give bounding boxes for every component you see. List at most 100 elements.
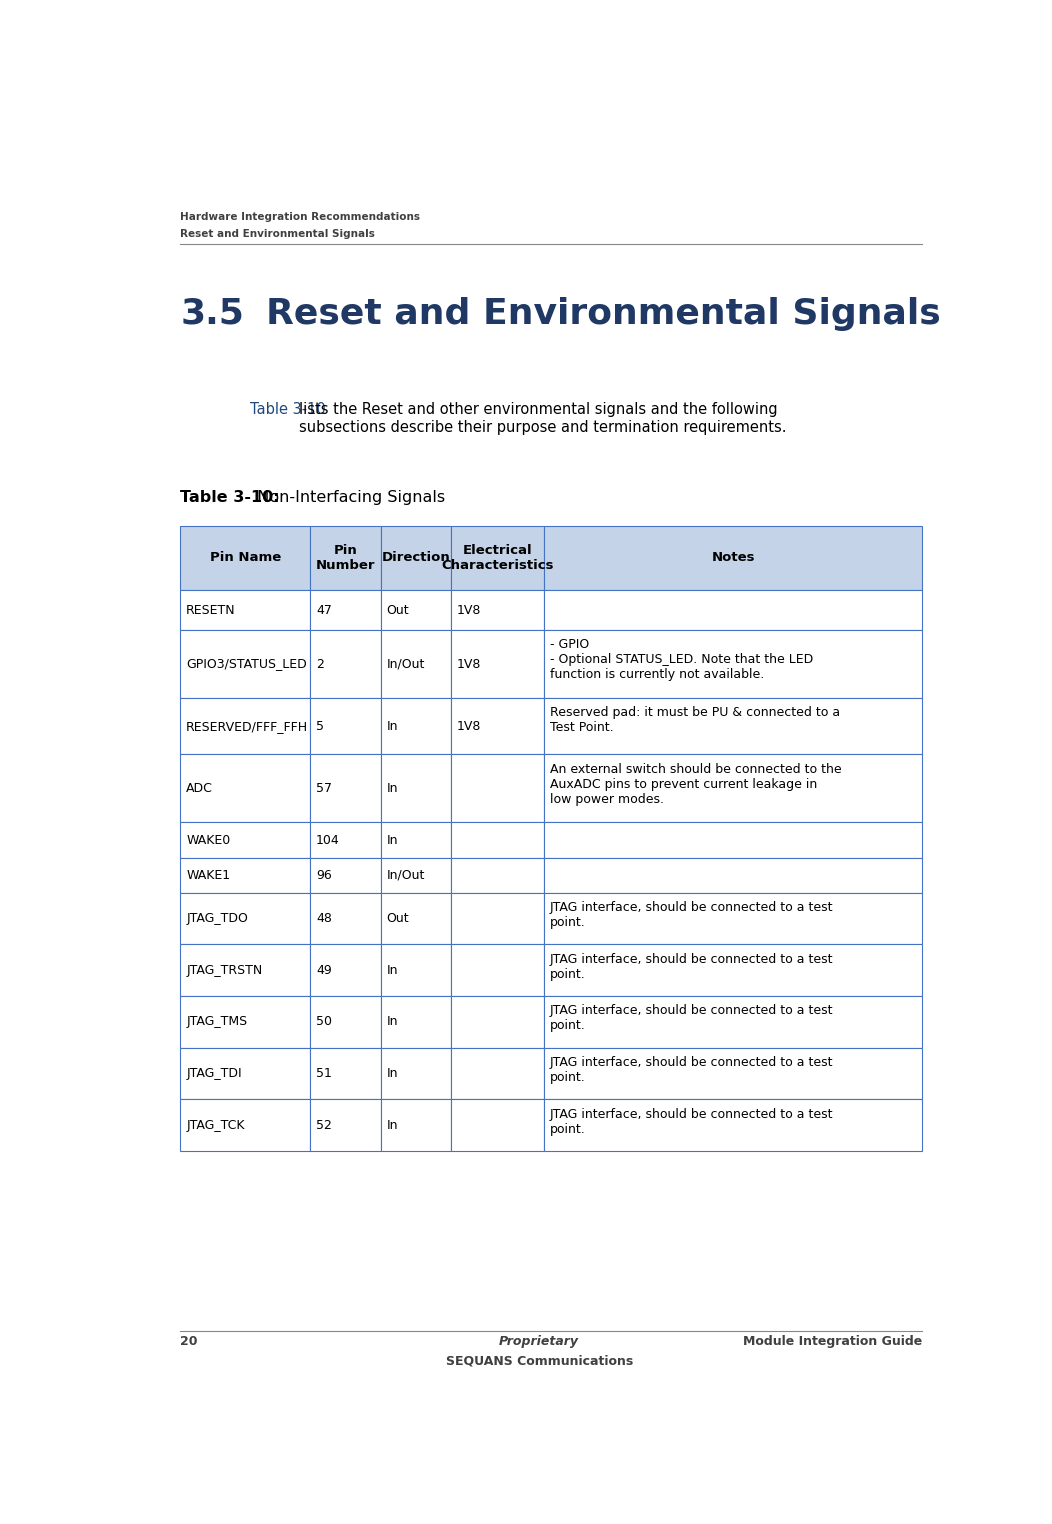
Bar: [451, 629, 544, 698]
Bar: [544, 590, 923, 629]
Text: 104: 104: [316, 834, 340, 846]
Bar: [544, 945, 923, 997]
Bar: [310, 893, 381, 945]
Text: Notes: Notes: [711, 552, 755, 564]
Bar: [381, 754, 451, 823]
Bar: [544, 1099, 923, 1151]
Bar: [310, 754, 381, 823]
Text: In: In: [386, 782, 398, 796]
Text: ADC: ADC: [186, 782, 213, 796]
Bar: [310, 823, 381, 858]
Text: In: In: [386, 1015, 398, 1029]
Text: 50: 50: [316, 1015, 332, 1029]
Text: 1V8: 1V8: [457, 719, 482, 733]
Bar: [451, 945, 544, 997]
Bar: [451, 823, 544, 858]
Bar: [310, 590, 381, 629]
Bar: [310, 526, 381, 590]
Bar: [310, 1099, 381, 1151]
Text: 20: 20: [181, 1335, 198, 1349]
Bar: [181, 945, 310, 997]
Bar: [451, 698, 544, 754]
Bar: [310, 997, 381, 1047]
Bar: [310, 858, 381, 893]
Bar: [381, 590, 451, 629]
Text: WAKE0: WAKE0: [186, 834, 230, 846]
Text: 2: 2: [316, 657, 324, 671]
Text: In/Out: In/Out: [386, 869, 425, 882]
Text: 49: 49: [316, 963, 331, 977]
Text: Proprietary: Proprietary: [499, 1335, 580, 1349]
Bar: [451, 590, 544, 629]
Bar: [544, 893, 923, 945]
Text: Reset and Environmental Signals: Reset and Environmental Signals: [266, 297, 940, 331]
Bar: [451, 1099, 544, 1151]
Text: In: In: [386, 834, 398, 846]
Text: In: In: [386, 1067, 398, 1081]
Text: In: In: [386, 1119, 398, 1132]
Bar: [181, 1047, 310, 1099]
Text: lists the Reset and other environmental signals and the following
subsections de: lists the Reset and other environmental …: [299, 402, 786, 434]
Bar: [181, 698, 310, 754]
Bar: [181, 526, 310, 590]
Text: RESETN: RESETN: [186, 604, 236, 617]
Bar: [381, 945, 451, 997]
Bar: [451, 754, 544, 823]
Text: JTAG_TDI: JTAG_TDI: [186, 1067, 242, 1081]
Bar: [451, 893, 544, 945]
Bar: [381, 629, 451, 698]
Bar: [544, 858, 923, 893]
Text: JTAG_TMS: JTAG_TMS: [186, 1015, 247, 1029]
Bar: [310, 945, 381, 997]
Bar: [544, 629, 923, 698]
Text: Reset and Environmental Signals: Reset and Environmental Signals: [181, 229, 376, 239]
Text: Pin Name: Pin Name: [209, 552, 281, 564]
Bar: [544, 823, 923, 858]
Text: Table 3-10:: Table 3-10:: [181, 491, 280, 506]
Bar: [381, 997, 451, 1047]
Text: 3.5: 3.5: [181, 297, 244, 331]
Bar: [181, 1099, 310, 1151]
Text: JTAG interface, should be connected to a test
point.: JTAG interface, should be connected to a…: [549, 901, 833, 930]
Bar: [451, 526, 544, 590]
Text: Out: Out: [386, 913, 409, 925]
Text: Non-Interfacing Signals: Non-Interfacing Signals: [247, 491, 445, 506]
Bar: [181, 590, 310, 629]
Bar: [451, 858, 544, 893]
Text: 96: 96: [316, 869, 331, 882]
Text: Module Integration Guide: Module Integration Guide: [743, 1335, 923, 1349]
Bar: [381, 1099, 451, 1151]
Bar: [381, 698, 451, 754]
Text: 52: 52: [316, 1119, 331, 1132]
Text: JTAG interface, should be connected to a test
point.: JTAG interface, should be connected to a…: [549, 952, 833, 980]
Text: WAKE1: WAKE1: [186, 869, 230, 882]
Bar: [381, 1047, 451, 1099]
Text: JTAG_TDO: JTAG_TDO: [186, 913, 248, 925]
Bar: [181, 893, 310, 945]
Bar: [381, 858, 451, 893]
Text: 1V8: 1V8: [457, 604, 482, 617]
Text: Table 3-10: Table 3-10: [249, 402, 325, 418]
Bar: [544, 1047, 923, 1099]
Text: JTAG_TRSTN: JTAG_TRSTN: [186, 963, 262, 977]
Bar: [181, 754, 310, 823]
Bar: [544, 698, 923, 754]
Text: 5: 5: [316, 719, 324, 733]
Text: Hardware Integration Recommendations: Hardware Integration Recommendations: [181, 212, 421, 223]
Text: 48: 48: [316, 913, 331, 925]
Bar: [544, 997, 923, 1047]
Bar: [181, 629, 310, 698]
Text: 1V8: 1V8: [457, 657, 482, 671]
Bar: [310, 698, 381, 754]
Text: Electrical
Characteristics: Electrical Characteristics: [442, 544, 553, 572]
Text: SEQUANS Communications: SEQUANS Communications: [446, 1353, 632, 1367]
Bar: [181, 858, 310, 893]
Bar: [544, 526, 923, 590]
Bar: [381, 823, 451, 858]
Text: 51: 51: [316, 1067, 331, 1081]
Text: JTAG_TCK: JTAG_TCK: [186, 1119, 245, 1132]
Bar: [451, 1047, 544, 1099]
Text: GPIO3/STATUS_LED: GPIO3/STATUS_LED: [186, 657, 307, 671]
Text: 47: 47: [316, 604, 331, 617]
Bar: [310, 1047, 381, 1099]
